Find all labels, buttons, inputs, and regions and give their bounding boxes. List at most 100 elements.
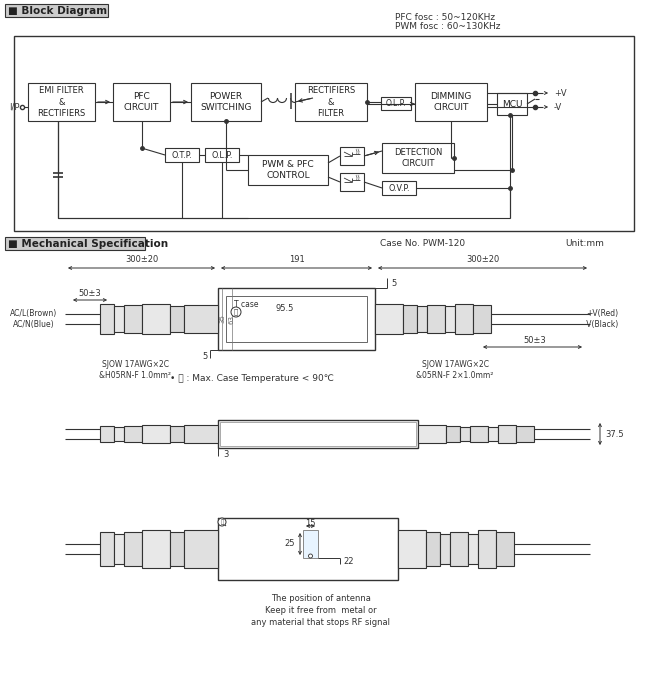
- Bar: [470, 426, 488, 442]
- Text: AC/L(Brown)
AC/N(Blue): AC/L(Brown) AC/N(Blue): [10, 309, 57, 329]
- Bar: [375, 304, 403, 334]
- Text: 63: 63: [229, 314, 235, 323]
- Bar: [205, 148, 239, 162]
- Bar: [426, 532, 440, 566]
- Text: 300±20: 300±20: [125, 255, 158, 264]
- Bar: [218, 518, 398, 580]
- Text: ■ Mechanical Specification: ■ Mechanical Specification: [8, 238, 168, 249]
- Bar: [460, 427, 470, 441]
- Bar: [14, 36, 634, 231]
- Text: +V: +V: [554, 88, 567, 97]
- Text: Case No. PWM-120: Case No. PWM-120: [380, 239, 465, 248]
- Bar: [473, 305, 491, 333]
- Text: Unit:mm: Unit:mm: [565, 239, 604, 248]
- Bar: [427, 305, 445, 333]
- Bar: [218, 288, 375, 350]
- Bar: [340, 173, 364, 191]
- Text: 95.5: 95.5: [276, 303, 294, 312]
- Bar: [124, 532, 142, 566]
- Text: PFC
CIRCUIT: PFC CIRCUIT: [124, 92, 159, 112]
- Bar: [417, 306, 427, 332]
- Text: SJOW 17AWG×2C
&05RN-F 2×1.0mm²: SJOW 17AWG×2C &05RN-F 2×1.0mm²: [416, 360, 494, 380]
- Text: /: /: [355, 175, 359, 182]
- Bar: [142, 530, 170, 568]
- Bar: [468, 534, 478, 564]
- Text: /: /: [355, 149, 359, 155]
- Bar: [248, 155, 328, 185]
- Text: -V: -V: [554, 103, 562, 112]
- Text: 191: 191: [289, 255, 304, 264]
- Bar: [184, 305, 218, 333]
- Bar: [170, 426, 184, 442]
- Bar: [403, 305, 417, 333]
- Bar: [142, 304, 170, 334]
- Circle shape: [218, 518, 226, 526]
- Text: O.L.P.: O.L.P.: [386, 99, 406, 108]
- Bar: [124, 426, 142, 442]
- Text: SJOW 17AWG×2C
&H05RN-F 1.0mm²: SJOW 17AWG×2C &H05RN-F 1.0mm²: [99, 360, 171, 380]
- Text: PWM & PFC
CONTROL: PWM & PFC CONTROL: [262, 160, 314, 180]
- Bar: [418, 425, 446, 443]
- Bar: [516, 426, 534, 442]
- Circle shape: [231, 307, 241, 317]
- Bar: [455, 304, 473, 334]
- Bar: [165, 148, 199, 162]
- Bar: [142, 425, 170, 443]
- Bar: [415, 83, 487, 121]
- Text: POWER
SWITCHING: POWER SWITCHING: [200, 92, 252, 112]
- Bar: [100, 304, 114, 334]
- Bar: [5, 4, 108, 17]
- Bar: [28, 83, 95, 121]
- Text: MCU: MCU: [502, 99, 522, 108]
- Text: 37.5: 37.5: [605, 429, 624, 438]
- Bar: [100, 426, 114, 442]
- Bar: [100, 532, 114, 566]
- Text: 25: 25: [285, 540, 295, 549]
- Bar: [497, 93, 527, 115]
- Bar: [191, 83, 261, 121]
- Bar: [303, 530, 318, 558]
- Text: /: /: [357, 175, 361, 182]
- Bar: [446, 426, 460, 442]
- Bar: [170, 306, 184, 332]
- Bar: [382, 181, 416, 195]
- Text: 50±3: 50±3: [78, 288, 101, 297]
- Text: +V(Red)
-V(Black): +V(Red) -V(Black): [585, 309, 619, 329]
- Text: 5: 5: [391, 279, 396, 288]
- Text: • Ⓜ : Max. Case Temperature < 90℃: • Ⓜ : Max. Case Temperature < 90℃: [170, 373, 334, 382]
- Text: PWM fosc : 60~130KHz: PWM fosc : 60~130KHz: [395, 21, 500, 31]
- Bar: [124, 305, 142, 333]
- Bar: [114, 427, 124, 441]
- Text: DIMMING
CIRCUIT: DIMMING CIRCUIT: [430, 92, 472, 112]
- Bar: [113, 83, 170, 121]
- Bar: [170, 532, 184, 566]
- Bar: [5, 237, 145, 250]
- Bar: [220, 422, 416, 446]
- Text: O.V.P.: O.V.P.: [388, 184, 410, 192]
- Text: 15: 15: [306, 519, 316, 529]
- Text: 35: 35: [219, 314, 225, 323]
- Text: ■ Block Diagram: ■ Block Diagram: [8, 5, 107, 16]
- Text: Ⓜ: Ⓜ: [234, 309, 238, 315]
- Bar: [398, 530, 426, 568]
- Bar: [382, 143, 454, 173]
- Bar: [114, 306, 124, 332]
- Bar: [295, 83, 367, 121]
- Bar: [496, 532, 514, 566]
- Text: 50±3: 50±3: [524, 336, 546, 345]
- Text: 300±20: 300±20: [466, 255, 499, 264]
- Bar: [218, 420, 418, 448]
- Bar: [381, 97, 411, 110]
- Text: DETECTION
CIRCUIT: DETECTION CIRCUIT: [394, 148, 442, 169]
- Text: PFC fosc : 50~120KHz: PFC fosc : 50~120KHz: [395, 12, 495, 21]
- Bar: [450, 532, 468, 566]
- Bar: [440, 534, 450, 564]
- Circle shape: [308, 554, 312, 558]
- Text: RECTIFIERS
&
FILTER: RECTIFIERS & FILTER: [307, 86, 355, 118]
- Bar: [184, 425, 218, 443]
- Bar: [226, 296, 367, 342]
- Bar: [184, 530, 218, 568]
- Bar: [498, 425, 516, 443]
- Text: 5: 5: [203, 351, 208, 360]
- Text: O.T.P.: O.T.P.: [172, 151, 192, 160]
